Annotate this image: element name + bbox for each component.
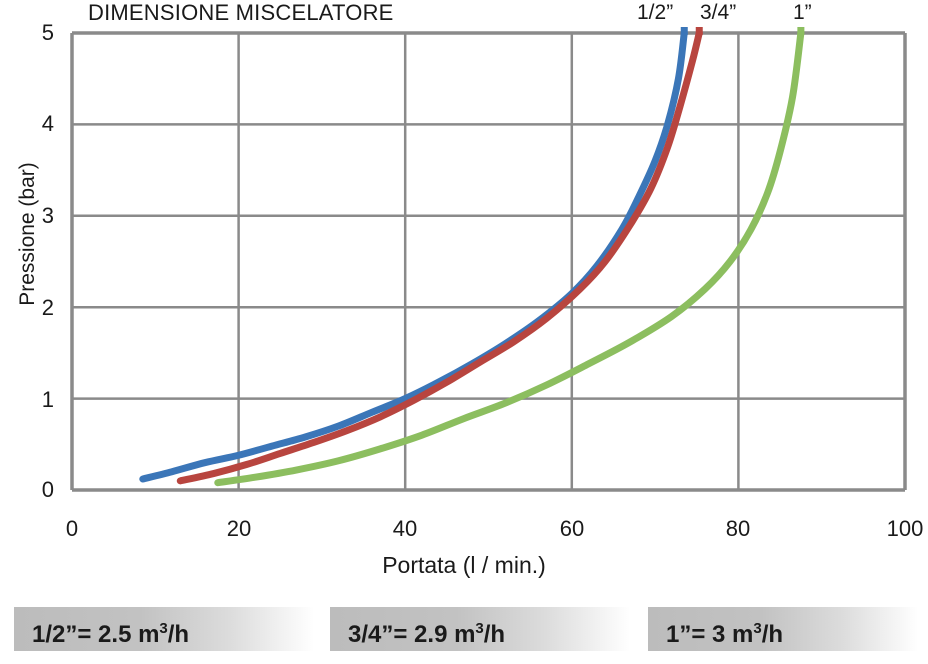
footer-chip-2-prefix: 1”= 3 m xyxy=(666,621,754,648)
legend-item-three-quarter-inch: 3/4” xyxy=(700,1,737,24)
footer-chip-2-suffix: /h xyxy=(761,621,784,648)
y-tick-0: 0 xyxy=(41,477,54,502)
footer-chip-three-quarter-inch: 3/4”= 2.9 m3/h xyxy=(330,607,630,651)
footer-chip-one-inch: 1”= 3 m3/h xyxy=(648,607,918,651)
legend-item-half-inch: 1/2” xyxy=(637,1,674,24)
footer-chip-1-suffix: /h xyxy=(483,621,506,648)
footer-chip-0-prefix: 1/2”= 2.5 m xyxy=(32,621,160,648)
series-line-0 xyxy=(139,29,688,483)
legend-connector-ticks xyxy=(680,27,805,35)
chart-container: DIMENSIONE MISCELATORE 1/2” 3/4” 1” 5 4 … xyxy=(16,0,924,578)
x-tick-100: 100 xyxy=(886,516,924,541)
x-axis-title: Portata (l / min.) xyxy=(382,552,546,578)
series-line-2 xyxy=(214,29,805,487)
x-tick-80: 80 xyxy=(725,516,751,541)
y-tick-4: 4 xyxy=(41,111,54,136)
footer-legend-bar: 1/2”= 2.5 m3/h 3/4”= 2.9 m3/h 1”= 3 m3/h xyxy=(0,607,928,657)
footer-chip-0-suffix: /h xyxy=(167,621,190,648)
series-line-1 xyxy=(176,29,703,485)
y-tick-3: 3 xyxy=(41,203,54,228)
y-tick-1: 1 xyxy=(41,387,54,412)
y-tick-2: 2 xyxy=(41,295,54,320)
footer-chip-0-sup: 3 xyxy=(159,620,168,637)
footer-chip-half-inch: 1/2”= 2.5 m3/h xyxy=(14,607,314,651)
legend-item-one-inch: 1” xyxy=(793,1,812,24)
x-tick-60: 60 xyxy=(559,516,585,541)
x-tick-20: 20 xyxy=(226,516,252,541)
y-tick-5: 5 xyxy=(41,20,54,45)
chart-title: DIMENSIONE MISCELATORE xyxy=(88,0,394,25)
x-tick-40: 40 xyxy=(392,516,418,541)
grid-lines xyxy=(70,31,907,492)
plot-area xyxy=(70,27,907,492)
footer-chip-1-sup: 3 xyxy=(475,620,484,637)
series-lines xyxy=(139,29,805,487)
x-tick-0: 0 xyxy=(65,516,79,541)
footer-chip-2-sup: 3 xyxy=(753,620,762,637)
footer-chip-1-prefix: 3/4”= 2.9 m xyxy=(348,621,476,648)
